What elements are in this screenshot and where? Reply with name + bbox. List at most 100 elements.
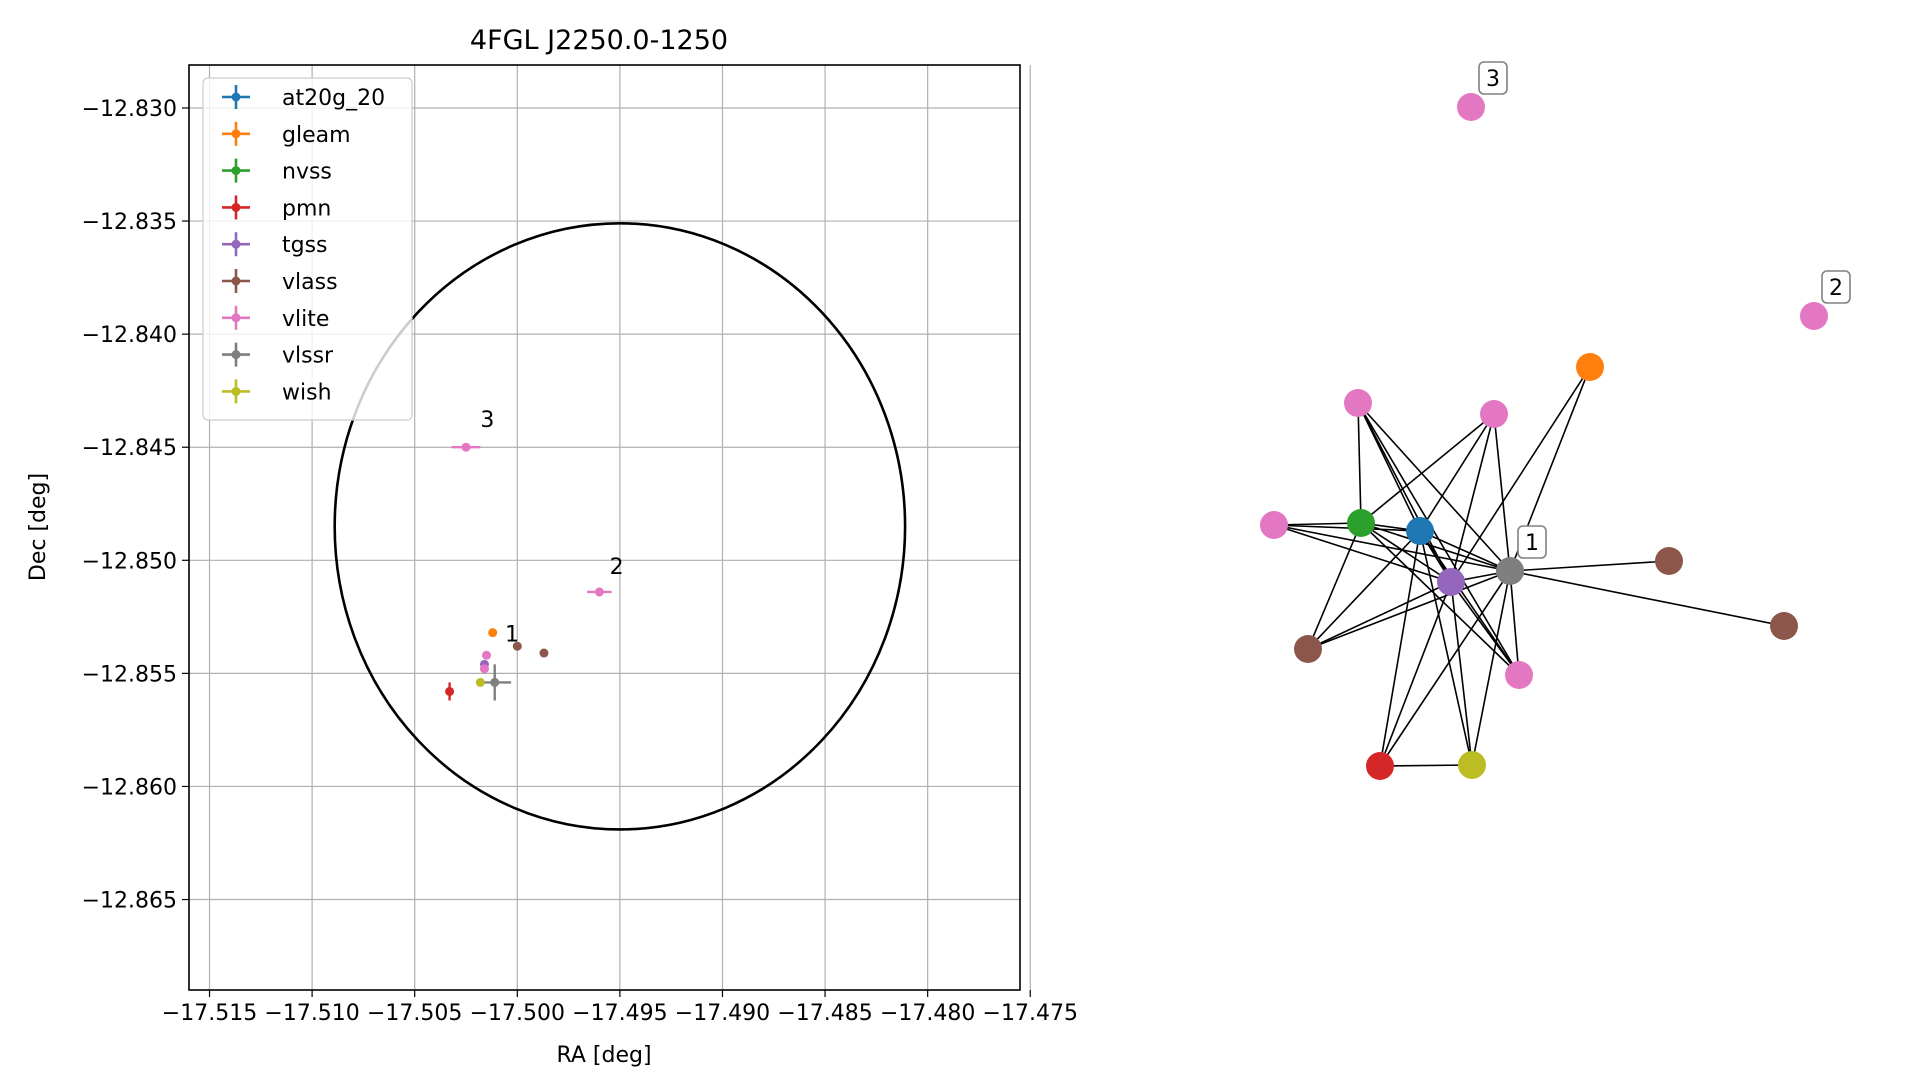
network-edge — [1357, 402, 1520, 676]
legend-marker — [231, 350, 241, 360]
x-tick-label: −17.500 — [470, 1001, 565, 1026]
network-edge — [1273, 524, 1452, 583]
y-tick-label: −12.840 — [82, 323, 177, 348]
marker — [539, 648, 549, 658]
marker — [490, 677, 500, 687]
network-node-gleam — [1576, 353, 1604, 381]
legend-label: vlass — [282, 270, 338, 295]
network-edge — [1357, 402, 1362, 524]
legend-item-tgss: tgss — [222, 232, 328, 258]
network-node-vlite_c — [1260, 511, 1288, 539]
scatter-points — [445, 442, 612, 701]
network-label-box — [1821, 270, 1851, 304]
x-tick-label: −17.510 — [264, 1001, 359, 1026]
network-node-vlass_a — [1655, 547, 1683, 575]
point-vlite — [482, 650, 492, 660]
y-axis-label: Dec [deg] — [26, 473, 51, 581]
network-edge — [1357, 402, 1421, 532]
network-edge — [1273, 522, 1362, 526]
network-node-label: 1 — [1525, 531, 1539, 556]
point-vlite — [587, 587, 612, 597]
network-edge — [1509, 560, 1670, 572]
network-edge — [1379, 581, 1452, 767]
legend-item-pmn: pmn — [222, 195, 331, 221]
legend-item-vlass: vlass — [222, 269, 338, 295]
network-node-labels: 3 2 1 — [1478, 61, 1851, 559]
network-label-box — [1478, 61, 1508, 95]
network-node-wish — [1458, 751, 1486, 779]
legend-marker — [231, 276, 241, 286]
x-tick-label: −17.475 — [983, 1001, 1078, 1026]
point-label: 1 — [505, 623, 519, 648]
network-edge — [1307, 581, 1452, 650]
marker — [479, 664, 489, 674]
network-edge — [1360, 413, 1495, 524]
network-nodes — [1260, 93, 1828, 780]
legend-marker — [231, 313, 241, 323]
network-edge — [1509, 570, 1785, 627]
network-edge — [1450, 413, 1495, 583]
network-node-vlssr_1 — [1496, 557, 1524, 585]
legend-marker — [231, 202, 241, 212]
network-edge — [1379, 570, 1511, 767]
point-vlssr — [478, 664, 512, 701]
network-edge — [1273, 524, 1511, 572]
legend-item-vlite: vlite — [222, 305, 329, 332]
plot-frame — [188, 64, 1021, 991]
marker — [594, 587, 604, 597]
network-edge — [1450, 581, 1473, 766]
legend-box — [202, 77, 413, 421]
network-node-vlite_2 — [1800, 302, 1828, 330]
legend-marker — [231, 92, 241, 102]
point-labels: 3 2 1 — [480, 408, 623, 648]
network-edge — [1471, 570, 1511, 766]
y-tick-label: −12.845 — [82, 436, 177, 461]
y-tick-label: −12.850 — [82, 549, 177, 574]
network-node-vlite_3 — [1457, 93, 1485, 121]
marker — [475, 677, 485, 687]
legend-item-nvss: nvss — [222, 158, 332, 185]
x-tick-label: −17.490 — [675, 1001, 770, 1026]
network-label-box — [1517, 525, 1547, 559]
chart-title: 4FGL J2250.0-1250 — [470, 25, 728, 56]
legend-label: nvss — [282, 160, 332, 185]
y-tick-label: −12.830 — [82, 97, 177, 122]
error-ellipse — [333, 222, 907, 831]
network-node-tgss — [1437, 568, 1465, 596]
network-edge — [1307, 530, 1421, 650]
network-edge — [1307, 522, 1362, 650]
x-axis-label: RA [deg] — [556, 1043, 651, 1068]
network-edge — [1419, 413, 1495, 532]
network-edge — [1360, 522, 1511, 572]
point-label: 3 — [480, 408, 494, 433]
point-vlite — [451, 442, 481, 452]
point-vlass — [539, 648, 549, 658]
point-vlite — [479, 664, 489, 674]
legend-label: wish — [282, 380, 332, 405]
network-edge — [1419, 530, 1520, 676]
network-edge — [1419, 530, 1473, 766]
network-node-vlass_c — [1294, 635, 1322, 663]
legend-item-wish: wish — [222, 379, 332, 405]
network-node-vlass_b — [1770, 612, 1798, 640]
legend-label: vlite — [282, 307, 329, 332]
point-vlass — [512, 641, 522, 651]
point-pmn — [445, 682, 455, 701]
network-node-pmn — [1366, 752, 1394, 780]
network-node-vlite_b — [1480, 400, 1508, 428]
localization-ellipse — [333, 222, 907, 831]
network-edge — [1379, 530, 1421, 767]
legend-item-gleam: gleam — [222, 121, 351, 148]
legend-item-vlssr: vlssr — [222, 342, 334, 369]
network-edge — [1307, 570, 1511, 650]
legend-label: vlssr — [282, 344, 334, 369]
network-edge — [1493, 413, 1511, 572]
legend-label: at20g_20 — [282, 86, 385, 111]
y-tick-label: −12.835 — [82, 210, 177, 235]
x-tick-label: −17.505 — [367, 1001, 462, 1026]
network-edge — [1360, 522, 1520, 676]
legend-label: tgss — [282, 233, 328, 258]
network-edge — [1419, 530, 1511, 572]
